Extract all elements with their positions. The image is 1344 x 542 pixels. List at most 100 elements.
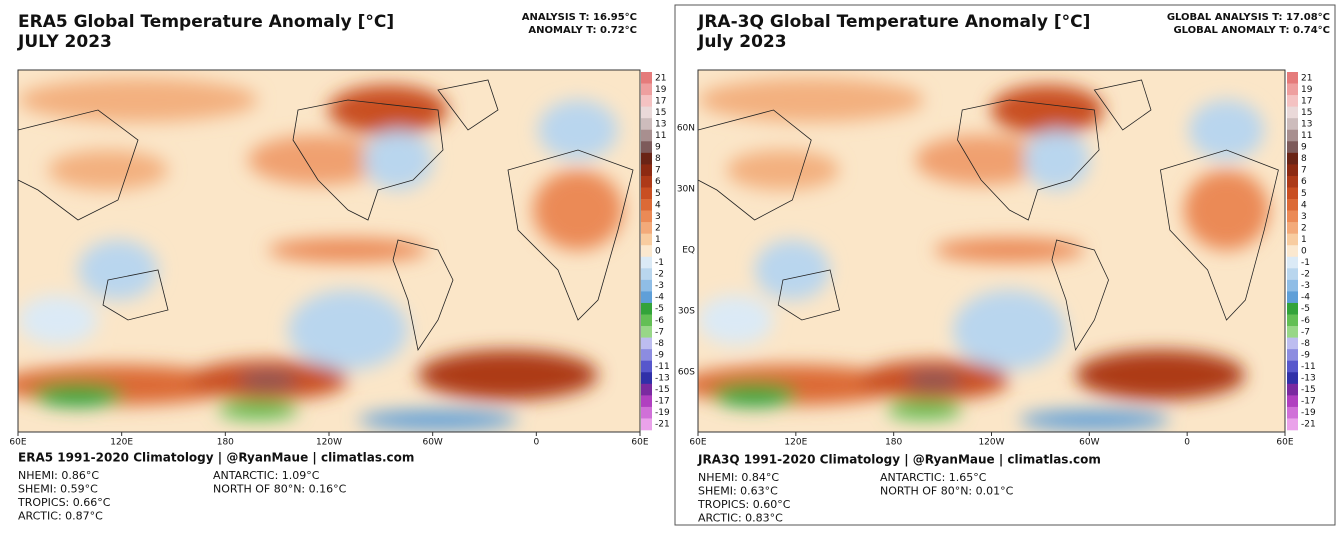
colorbar-label: 0	[1301, 247, 1307, 257]
x-tick-label: 0	[1184, 438, 1190, 448]
colorbar-label: 4	[655, 200, 661, 210]
stat: SHEMI: 0.63°C	[698, 485, 778, 498]
footer: ERA5 1991-2020 Climatology | @RyanMaue |…	[18, 451, 414, 465]
panel-title: ERA5 Global Temperature Anomaly [°C]	[18, 12, 394, 32]
colorbar-label: 0	[655, 247, 661, 257]
colorbar-swatch	[641, 314, 652, 327]
colorbar-swatch	[641, 383, 652, 396]
colorbar-label: -5	[1301, 304, 1310, 314]
colorbar-swatch	[1287, 187, 1298, 200]
colorbar-swatch	[1287, 175, 1298, 188]
anomaly-value: GLOBAL ANOMALY T: 0.74°C	[1173, 25, 1330, 36]
x-tick-label: 180	[217, 438, 234, 448]
colorbar-label: -17	[1301, 397, 1316, 407]
x-tick-label: 60W	[422, 438, 442, 448]
stat: NORTH OF 80°N: 0.01°C	[880, 485, 1014, 498]
colorbar-label: -5	[655, 304, 664, 314]
colorbar-label: 1	[1301, 235, 1307, 245]
panel-frame	[674, 4, 1336, 526]
colorbar-swatch	[1287, 418, 1298, 431]
colorbar-label: 9	[655, 143, 661, 153]
colorbar-label: -1	[655, 258, 664, 268]
colorbar-swatch	[641, 95, 652, 107]
colorbar-swatch	[641, 72, 652, 84]
stat: ANTARCTIC: 1.65°C	[880, 471, 987, 484]
colorbar-label: 8	[655, 154, 661, 164]
colorbar-label: -7	[655, 327, 664, 337]
colorbar-label: 15	[1301, 108, 1312, 118]
colorbar-swatch	[641, 291, 652, 304]
colorbar-label: 17	[655, 96, 666, 106]
colorbar-label: 15	[655, 108, 666, 118]
panel-title: JRA-3Q Global Temperature Anomaly [°C]	[697, 12, 1090, 32]
colorbar-swatch	[641, 106, 652, 119]
stat: TROPICS: 0.66°C	[17, 496, 111, 509]
colorbar-label: 21	[1301, 73, 1312, 83]
colorbar-swatch	[641, 118, 652, 131]
colorbar-swatch	[1287, 291, 1298, 304]
panel-subtitle: JULY 2023	[17, 32, 112, 52]
colorbar-swatch	[1287, 141, 1298, 154]
colorbar-label: 4	[1301, 200, 1307, 210]
colorbar-swatch	[1287, 233, 1298, 246]
temperature-map	[679, 70, 1285, 432]
colorbar-label: 11	[1301, 131, 1312, 141]
colorbar-label: -9	[655, 350, 664, 360]
colorbar-label: 5	[655, 189, 661, 199]
stat: TROPICS: 0.60°C	[697, 498, 791, 511]
x-tick-label: 120W	[316, 438, 342, 448]
colorbar-swatch	[641, 245, 652, 258]
colorbar-label: -19	[1301, 408, 1316, 418]
colorbar-label: -9	[1301, 350, 1310, 360]
colorbar-swatch	[641, 83, 652, 96]
colorbar-label: -2	[1301, 270, 1310, 280]
colorbar-swatch	[1287, 349, 1298, 362]
anomaly-value: ANOMALY T: 0.72°C	[528, 25, 637, 36]
colorbar-label: -6	[1301, 316, 1310, 326]
colorbar-swatch	[1287, 83, 1298, 96]
colorbar-label: -15	[655, 385, 670, 395]
colorbar-label: 7	[655, 166, 661, 176]
colorbar-label: -4	[655, 293, 664, 303]
colorbar-label: -2	[655, 270, 664, 280]
colorbar-label: -21	[1301, 420, 1316, 430]
y-tick-label: 60S	[678, 368, 695, 378]
colorbar-swatch	[1287, 337, 1298, 350]
stat: ARCTIC: 0.87°C	[18, 510, 103, 523]
colorbar-label: 6	[1301, 177, 1307, 187]
colorbar-label: -3	[655, 281, 664, 291]
colorbar-swatch	[641, 199, 652, 211]
colorbar-label: 13	[1301, 119, 1312, 129]
colorbar-label: -8	[1301, 339, 1310, 349]
colorbar-swatch	[1287, 383, 1298, 396]
x-tick-label: 120E	[110, 438, 133, 448]
stat: ARCTIC: 0.83°C	[698, 512, 783, 525]
colorbar-swatch	[641, 187, 652, 200]
x-tick-label: 60E	[9, 438, 26, 448]
colorbar-swatch	[641, 372, 652, 385]
colorbar-swatch	[641, 141, 652, 154]
x-tick-label: 60E	[689, 438, 706, 448]
colorbar-swatch	[641, 268, 652, 281]
x-tick-label: 0	[533, 438, 539, 448]
stat: NHEMI: 0.84°C	[698, 471, 779, 484]
colorbar-swatch	[641, 210, 652, 223]
y-tick-label: 30S	[678, 307, 695, 317]
colorbar-swatch	[1287, 326, 1298, 338]
colorbar-label: -4	[1301, 293, 1310, 303]
x-tick-label: 120E	[784, 438, 807, 448]
colorbar-swatch	[1287, 268, 1298, 281]
colorbar-label: -7	[1301, 327, 1310, 337]
colorbar-swatch	[641, 256, 652, 269]
colorbar-label: 13	[655, 119, 666, 129]
colorbar-swatch	[641, 406, 652, 419]
colorbar-label: -15	[1301, 385, 1316, 395]
colorbar-swatch	[641, 418, 652, 431]
colorbar-swatch	[641, 279, 652, 292]
colorbar-label: -19	[655, 408, 670, 418]
colorbar-label: -8	[655, 339, 664, 349]
colorbar-swatch	[1287, 256, 1298, 269]
colorbar-swatch	[1287, 95, 1298, 107]
colorbar-label: 2	[655, 223, 661, 233]
colorbar-swatch	[641, 164, 652, 177]
